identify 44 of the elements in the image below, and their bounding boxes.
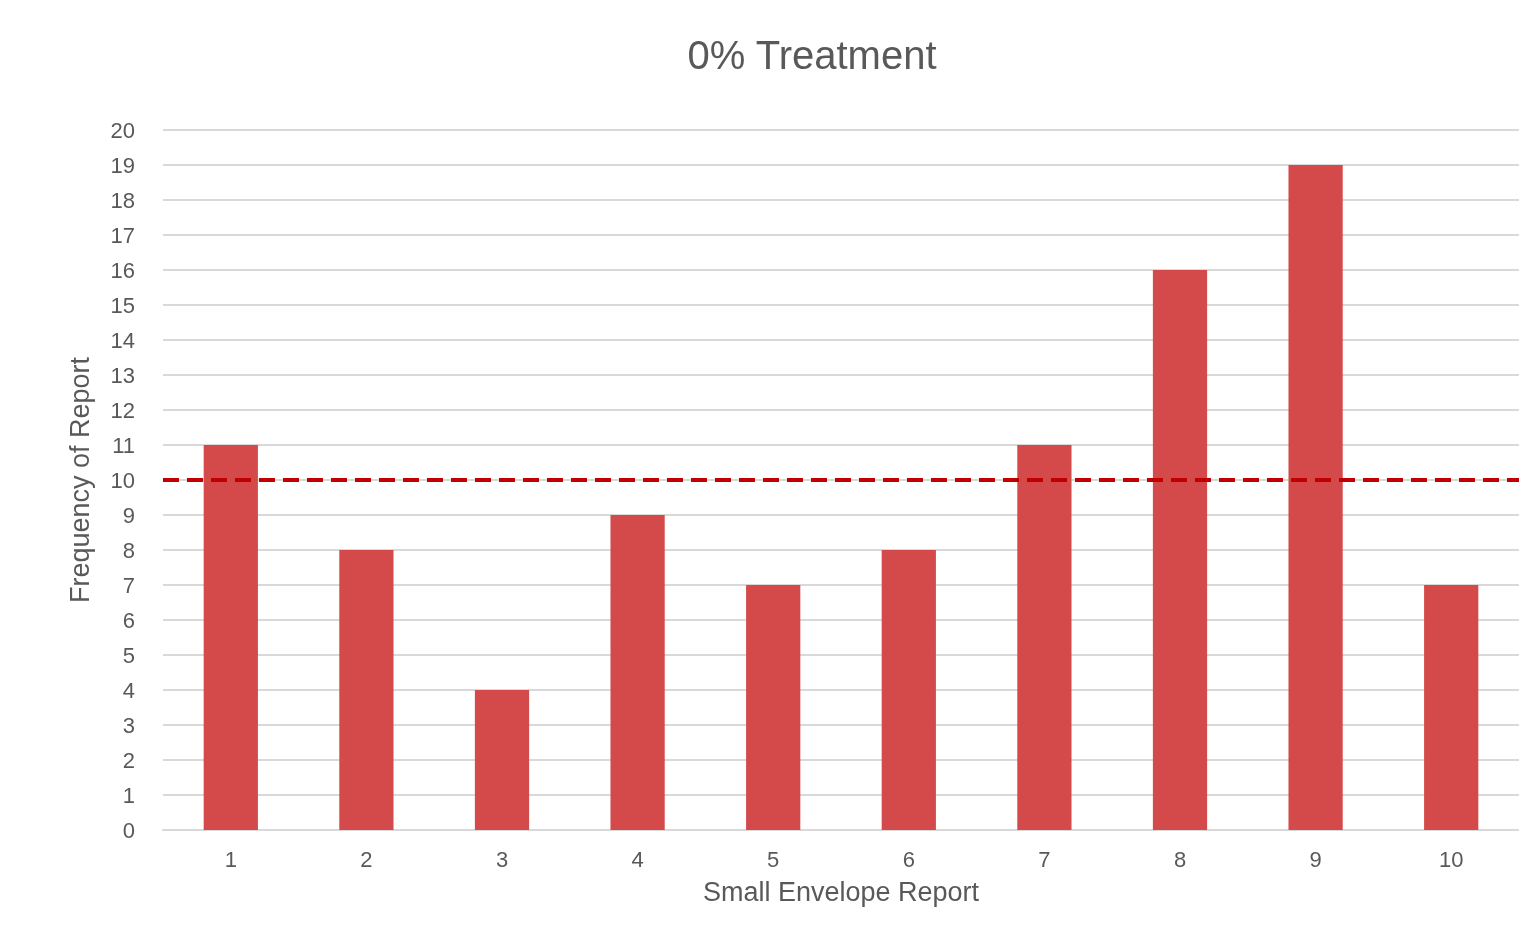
y-tick-label: 5 (122, 642, 135, 668)
y-tick-label: 17 (110, 222, 135, 248)
y-tick-label: 6 (122, 607, 135, 633)
y-tick-label: 10 (110, 467, 135, 493)
y-tick-label: 20 (110, 117, 135, 143)
y-tick-label: 8 (122, 537, 135, 563)
chart-title: 0% Treatment (687, 33, 937, 77)
x-axis-title: Small Envelope Report (702, 876, 980, 907)
y-tick-label: 9 (122, 502, 135, 528)
y-tick-label: 2 (122, 747, 135, 773)
bar (610, 515, 665, 830)
y-tick-label: 0 (122, 817, 135, 843)
bar (339, 550, 394, 830)
x-tick-label: 8 (1173, 846, 1187, 872)
bar (203, 445, 258, 830)
x-tick-label: 5 (767, 846, 780, 872)
bar (746, 585, 801, 830)
x-tick-label: 4 (631, 846, 644, 872)
y-tick-label: 1 (122, 782, 135, 808)
x-tick-label: 6 (902, 846, 915, 872)
y-tick-label: 4 (122, 677, 135, 703)
bar (1424, 585, 1479, 830)
y-tick-label: 16 (110, 257, 135, 283)
x-tick-label: 3 (495, 846, 509, 872)
y-tick-label: 7 (122, 572, 135, 598)
y-tick-label: 13 (110, 362, 135, 388)
x-tick-label: 10 (1438, 846, 1464, 872)
y-axis-title: Frequency of Report (64, 356, 95, 604)
bar (474, 690, 530, 830)
x-tick-label: 1 (224, 846, 237, 872)
y-tick-label: 15 (110, 292, 135, 318)
y-tick-label: 18 (110, 187, 135, 213)
bar (1288, 165, 1343, 830)
x-tick-label: 2 (360, 846, 373, 872)
y-tick-label: 3 (122, 712, 135, 738)
y-tick-label: 19 (110, 152, 135, 178)
bar (1152, 270, 1208, 830)
bar (881, 550, 936, 830)
x-tick-label: 7 (1038, 846, 1051, 872)
x-tick-label: 9 (1309, 846, 1322, 872)
y-tick-label: 12 (110, 397, 135, 423)
y-tick-label: 11 (112, 432, 135, 458)
y-tick-label: 14 (110, 327, 135, 353)
bar (1017, 445, 1072, 830)
